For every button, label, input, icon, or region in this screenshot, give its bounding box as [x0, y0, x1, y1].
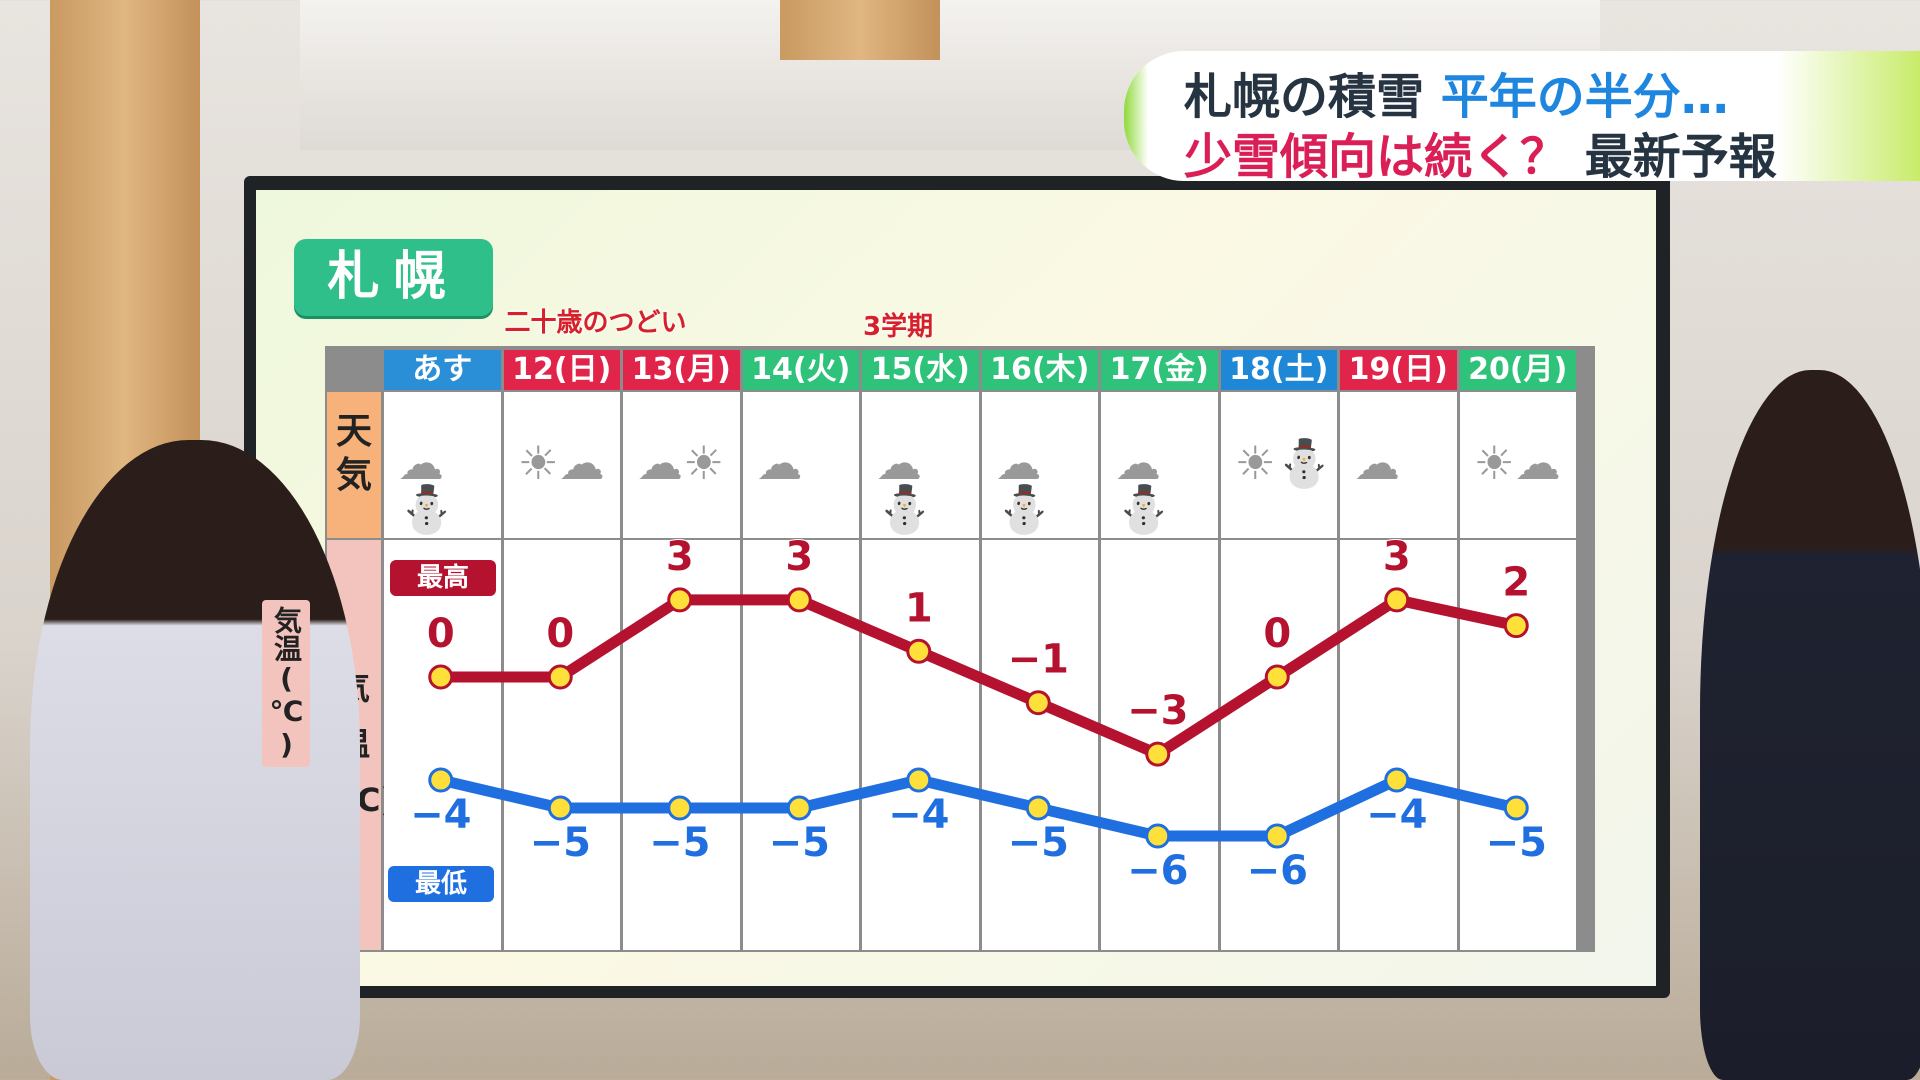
- weather-row-label: 天 気: [327, 392, 381, 538]
- high-temp-label: 0: [546, 611, 574, 657]
- weather-cell: ☀⛄: [1220, 392, 1337, 538]
- weather-cell: ☁☀: [623, 392, 740, 538]
- low-temp-label: −4: [888, 792, 949, 838]
- sun-cloud-icon: ☀☁: [517, 436, 605, 490]
- high-temp-line: [440, 594, 1518, 760]
- high-temp-label: 2: [1502, 560, 1530, 606]
- weather-cell: ☁⛄: [862, 392, 979, 538]
- headline-1a: 札幌の積雪: [1184, 69, 1425, 125]
- high-temp-point: [1384, 587, 1410, 613]
- low-temp-point: [667, 795, 693, 821]
- weather-cell: ☁⛄: [981, 392, 1098, 538]
- low-temp-label: −6: [1247, 848, 1308, 894]
- city-label: 札幌: [294, 239, 493, 316]
- day-header: 17(金): [1101, 350, 1218, 390]
- sun-cloud-icon: ☀☁: [1473, 436, 1561, 490]
- high-temp-label: 3: [1383, 534, 1411, 580]
- low-temp-point: [1264, 823, 1290, 849]
- low-temp-label: −4: [1366, 792, 1427, 838]
- cloud-snow-icon: ☁⛄: [398, 436, 456, 536]
- weather-cell: ☁: [742, 392, 859, 538]
- cloud-snow-icon: ☁⛄: [995, 436, 1053, 536]
- high-temp-point: [1145, 741, 1171, 767]
- high-temp-point: [1025, 690, 1051, 716]
- temp-cell: [862, 540, 979, 950]
- cloud-icon: ☁: [756, 436, 803, 490]
- high-temp-point: [1264, 664, 1290, 690]
- headline-2a: 少雪傾向は続く？: [1184, 129, 1569, 185]
- cloud-snow-icon: ☁⛄: [876, 436, 934, 536]
- high-temp-point: [547, 664, 573, 690]
- low-temp-point: [1503, 795, 1529, 821]
- high-temp-label: −1: [1008, 637, 1069, 683]
- weather-cell: ☁⛄: [1101, 392, 1218, 538]
- high-temp-label: 0: [427, 611, 455, 657]
- day-header: 16(木): [981, 350, 1098, 390]
- temp-cell: [981, 540, 1098, 950]
- weather-cell: ☁: [1340, 392, 1457, 538]
- low-temp-point: [786, 795, 812, 821]
- low-temp-point: [547, 795, 573, 821]
- high-temp-label: 0: [1263, 611, 1291, 657]
- event-label: 二十歳のつどい: [504, 308, 687, 338]
- headline-1b: 平年の半分…: [1440, 69, 1729, 125]
- day-header: 19(日): [1340, 350, 1457, 390]
- day-header: 20(月): [1459, 350, 1576, 390]
- high-label: 最高: [390, 560, 496, 596]
- low-temp-label: −5: [649, 820, 710, 866]
- temp-axis-label: 気温(℃): [262, 600, 310, 767]
- wood-beam: [780, 0, 940, 60]
- high-temp-label: 3: [666, 534, 694, 580]
- high-temp-point: [786, 587, 812, 613]
- high-temp-label: −3: [1127, 688, 1188, 734]
- low-temp-point: [1145, 823, 1171, 849]
- low-temp-point: [906, 767, 932, 793]
- event-label: 3学期: [863, 312, 934, 342]
- low-temp-label: −5: [1008, 820, 1069, 866]
- cloud-sun-icon: ☁☀: [637, 436, 725, 490]
- temp-cell: [1459, 540, 1576, 950]
- temp-cell: [1220, 540, 1337, 950]
- high-temp-point: [428, 664, 454, 690]
- day-header: 13(月): [623, 350, 740, 390]
- high-temp-label: 3: [785, 534, 813, 580]
- low-temp-point: [1384, 767, 1410, 793]
- low-label: 最低: [388, 866, 494, 902]
- low-temp-label: −4: [410, 792, 471, 838]
- high-temp-point: [1503, 613, 1529, 639]
- weather-cell: ☁⛄: [384, 392, 501, 538]
- weather-cell: ☀☁: [1459, 392, 1576, 538]
- low-temp-line: [439, 774, 1518, 842]
- low-temp-label: −6: [1127, 848, 1188, 894]
- presenter-left: [30, 440, 360, 1080]
- day-header: 15(水): [862, 350, 979, 390]
- sun-snow-icon: ☀⛄: [1234, 436, 1334, 490]
- day-header: あす: [384, 350, 501, 390]
- day-header: 12(日): [503, 350, 620, 390]
- cloud-icon: ☁: [1354, 436, 1400, 490]
- high-temp-label: 1: [905, 585, 933, 631]
- low-temp-point: [1025, 795, 1051, 821]
- day-header: 14(火): [742, 350, 859, 390]
- weather-cell: ☀☁: [503, 392, 620, 538]
- high-temp-point: [906, 638, 932, 664]
- temp-cell: [503, 540, 620, 950]
- headline-banner: 札幌の積雪 平年の半分… 少雪傾向は続く？ 最新予報: [1124, 51, 1920, 185]
- presenter-right: [1700, 370, 1920, 1080]
- cloud-snow-icon: ☁⛄: [1115, 436, 1173, 536]
- low-temp-label: −5: [1486, 820, 1547, 866]
- low-temp-point: [428, 767, 454, 793]
- headline-2b: 最新予報: [1584, 129, 1777, 185]
- low-temp-label: −5: [769, 820, 830, 866]
- low-temp-label: −5: [530, 820, 591, 866]
- day-header: 18(土): [1220, 350, 1337, 390]
- high-temp-point: [667, 587, 693, 613]
